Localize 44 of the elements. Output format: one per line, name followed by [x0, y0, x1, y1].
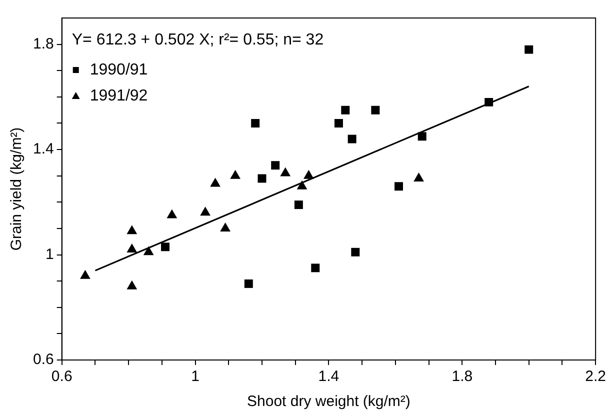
point: [126, 280, 138, 290]
point: [251, 118, 260, 128]
y-axis-title: Grain yield (kg/m²): [8, 127, 26, 251]
point: [258, 174, 266, 183]
point: [80, 270, 90, 279]
point: [244, 279, 253, 288]
y-tick-label: 0.6: [32, 351, 54, 368]
point: [161, 242, 170, 252]
point: [200, 206, 210, 216]
point: [271, 161, 280, 170]
point: [220, 222, 230, 232]
annotation: Y= 612.3 + 0.502 X; r²= 0.55; n= 32: [72, 31, 324, 48]
point: [126, 225, 138, 234]
x-tick-label: 2.2: [585, 368, 606, 386]
point: [311, 264, 320, 272]
point: [294, 200, 303, 210]
x-tick-label: 1: [191, 368, 200, 386]
point: [371, 106, 380, 114]
point: [143, 246, 154, 256]
point: [166, 209, 178, 218]
point: [351, 248, 360, 256]
x-tick-label: 0.6: [51, 368, 72, 386]
point: [341, 106, 350, 114]
point: [394, 182, 404, 191]
point: [348, 134, 356, 144]
x-tick-label: 1.4: [318, 368, 340, 386]
point: [334, 118, 343, 128]
point: [418, 132, 426, 141]
y-tick-label: 1.4: [32, 140, 54, 158]
point: [210, 178, 220, 187]
legend-label: 1991/92: [90, 87, 148, 104]
point: [414, 172, 424, 182]
point: [524, 45, 534, 54]
point: [484, 98, 494, 106]
point: [304, 170, 314, 179]
y-tick-label: 1: [46, 246, 54, 263]
y-tick-label: 1.8: [32, 35, 54, 52]
legend-label: 1990/91: [90, 61, 148, 78]
x-axis-title: Shoot dry weight (kg/m²): [247, 393, 410, 410]
point: [126, 244, 138, 253]
point: [296, 180, 308, 190]
point: [280, 167, 291, 176]
point: [230, 170, 241, 179]
x-tick-label: 1.8: [452, 368, 473, 386]
